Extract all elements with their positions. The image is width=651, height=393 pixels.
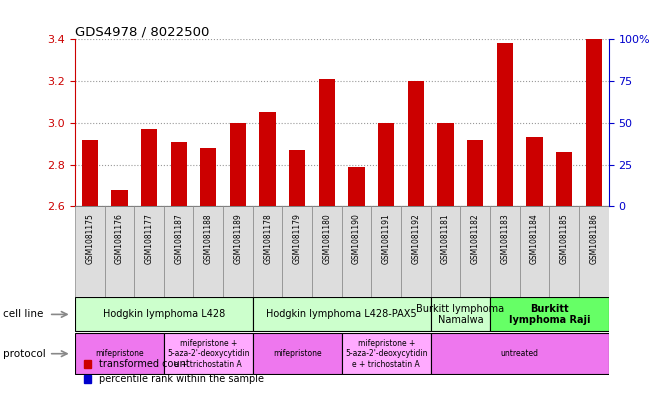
Bar — [289, 150, 305, 206]
FancyBboxPatch shape — [490, 298, 609, 331]
Bar — [497, 44, 513, 206]
FancyBboxPatch shape — [431, 206, 460, 297]
Bar — [437, 123, 454, 206]
Bar — [260, 112, 276, 206]
FancyBboxPatch shape — [519, 206, 549, 297]
Bar — [230, 201, 246, 206]
Bar — [467, 140, 484, 206]
Bar — [111, 203, 128, 206]
Bar — [289, 201, 305, 206]
Bar — [260, 201, 276, 206]
Text: GSM1081183: GSM1081183 — [501, 213, 509, 264]
Text: Burkitt
lymphoma Raji: Burkitt lymphoma Raji — [508, 304, 590, 325]
Text: mifepristone +
5-aza-2'-deoxycytidin
e + trichostatin A: mifepristone + 5-aza-2'-deoxycytidin e +… — [345, 339, 428, 369]
Bar — [556, 152, 572, 206]
FancyBboxPatch shape — [579, 206, 609, 297]
FancyBboxPatch shape — [164, 206, 193, 297]
Text: untreated: untreated — [501, 349, 539, 358]
Text: GSM1081177: GSM1081177 — [145, 213, 154, 264]
FancyBboxPatch shape — [105, 206, 134, 297]
Bar — [81, 201, 98, 206]
FancyBboxPatch shape — [75, 206, 105, 297]
Bar — [200, 148, 217, 206]
FancyBboxPatch shape — [253, 333, 342, 375]
FancyBboxPatch shape — [431, 333, 609, 375]
Text: GSM1081180: GSM1081180 — [322, 213, 331, 264]
FancyBboxPatch shape — [490, 206, 519, 297]
Bar — [81, 140, 98, 206]
FancyBboxPatch shape — [193, 206, 223, 297]
Text: GSM1081179: GSM1081179 — [293, 213, 302, 264]
Bar — [348, 203, 365, 206]
Text: GSM1081192: GSM1081192 — [411, 213, 421, 264]
FancyBboxPatch shape — [342, 206, 372, 297]
Text: GSM1081181: GSM1081181 — [441, 213, 450, 264]
Bar — [527, 201, 543, 206]
Text: cell line: cell line — [3, 309, 44, 320]
Text: GSM1081175: GSM1081175 — [85, 213, 94, 264]
Legend: transformed count, percentile rank within the sample: transformed count, percentile rank withi… — [79, 356, 268, 388]
FancyBboxPatch shape — [342, 333, 431, 375]
FancyBboxPatch shape — [431, 298, 490, 331]
Text: Hodgkin lymphoma L428: Hodgkin lymphoma L428 — [103, 309, 225, 320]
Bar — [319, 201, 335, 206]
FancyBboxPatch shape — [75, 298, 253, 331]
Text: GSM1081187: GSM1081187 — [174, 213, 183, 264]
Text: Burkitt lymphoma
Namalwa: Burkitt lymphoma Namalwa — [417, 304, 505, 325]
Bar — [111, 190, 128, 206]
Text: GSM1081189: GSM1081189 — [234, 213, 242, 264]
Bar — [171, 201, 187, 206]
Bar — [586, 39, 602, 206]
FancyBboxPatch shape — [549, 206, 579, 297]
FancyBboxPatch shape — [164, 333, 253, 375]
Bar — [467, 201, 484, 206]
Bar — [408, 201, 424, 206]
FancyBboxPatch shape — [253, 206, 283, 297]
Text: GDS4978 / 8022500: GDS4978 / 8022500 — [75, 25, 209, 38]
Text: mifepristone +
5-aza-2'-deoxycytidin
e + trichostatin A: mifepristone + 5-aza-2'-deoxycytidin e +… — [167, 339, 249, 369]
FancyBboxPatch shape — [75, 333, 164, 375]
Text: protocol: protocol — [3, 349, 46, 359]
FancyBboxPatch shape — [401, 206, 431, 297]
Text: GSM1081182: GSM1081182 — [471, 213, 480, 264]
FancyBboxPatch shape — [283, 206, 312, 297]
FancyBboxPatch shape — [134, 206, 164, 297]
Bar — [348, 167, 365, 206]
Bar — [171, 141, 187, 206]
FancyBboxPatch shape — [460, 206, 490, 297]
Text: GSM1081191: GSM1081191 — [381, 213, 391, 264]
Bar — [141, 129, 157, 206]
Bar — [527, 138, 543, 206]
Bar — [437, 201, 454, 206]
Bar — [497, 201, 513, 206]
Bar — [319, 79, 335, 206]
Text: GSM1081178: GSM1081178 — [263, 213, 272, 264]
Bar — [200, 201, 217, 206]
Bar — [230, 123, 246, 206]
Bar — [408, 81, 424, 206]
Bar — [556, 203, 572, 206]
Text: GSM1081185: GSM1081185 — [560, 213, 569, 264]
FancyBboxPatch shape — [372, 206, 401, 297]
FancyBboxPatch shape — [223, 206, 253, 297]
Text: GSM1081188: GSM1081188 — [204, 213, 213, 264]
FancyBboxPatch shape — [253, 298, 431, 331]
Bar — [141, 201, 157, 206]
Text: GSM1081184: GSM1081184 — [530, 213, 539, 264]
Bar — [378, 123, 395, 206]
FancyBboxPatch shape — [312, 206, 342, 297]
Text: mifepristone: mifepristone — [273, 349, 322, 358]
Text: Hodgkin lymphoma L428-PAX5: Hodgkin lymphoma L428-PAX5 — [266, 309, 417, 320]
Text: GSM1081186: GSM1081186 — [589, 213, 598, 264]
Text: mifepristone: mifepristone — [95, 349, 144, 358]
Text: GSM1081176: GSM1081176 — [115, 213, 124, 264]
Text: GSM1081190: GSM1081190 — [352, 213, 361, 264]
Bar — [586, 201, 602, 206]
Bar — [378, 201, 395, 206]
